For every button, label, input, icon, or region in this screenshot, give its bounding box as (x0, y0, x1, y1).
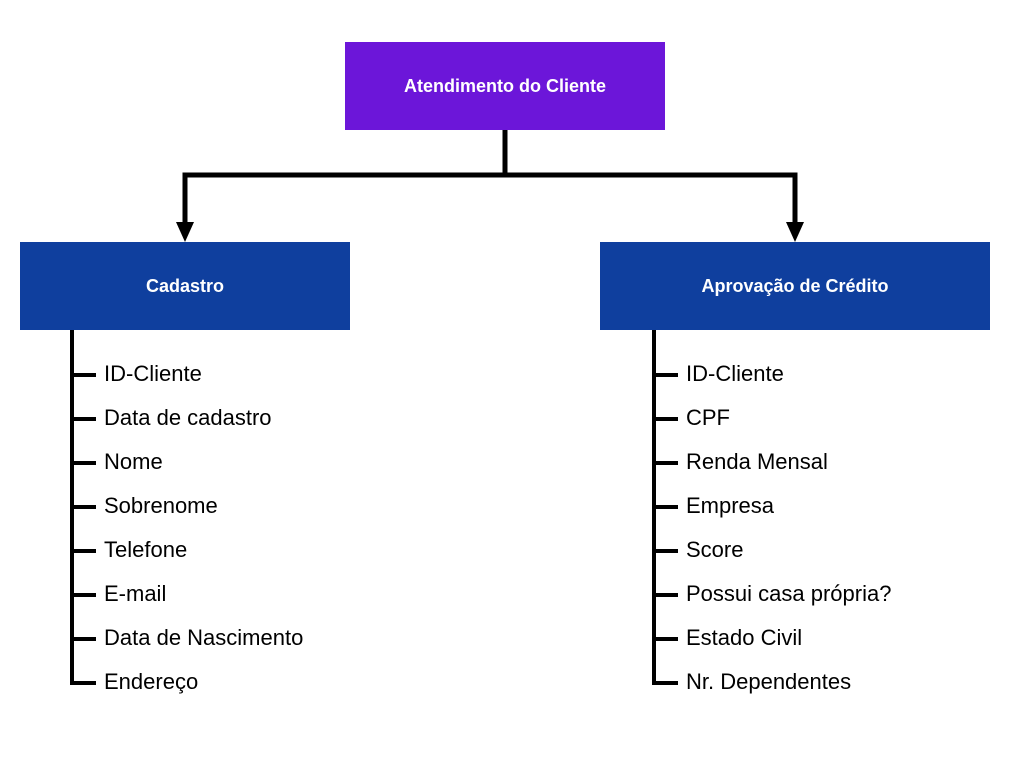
diagram-stage: Atendimento do Cliente Cadastro ID-Cliente… (0, 0, 1024, 759)
branch-node-aprovacao-label: Aprovação de Crédito (701, 276, 888, 297)
root-node: Atendimento do Cliente (345, 42, 665, 130)
attr-cadastro-5: E-mail (104, 581, 166, 607)
attr-cadastro-1: Data de cadastro (104, 405, 272, 431)
attr-aprovacao-7: Nr. Dependentes (686, 669, 851, 695)
branch-node-cadastro: Cadastro (20, 242, 350, 330)
attr-aprovacao-1: CPF (686, 405, 730, 431)
attr-aprovacao-6: Estado Civil (686, 625, 802, 651)
branch-node-cadastro-label: Cadastro (146, 276, 224, 297)
attr-cadastro-6: Data de Nascimento (104, 625, 303, 651)
attr-aprovacao-4: Score (686, 537, 743, 563)
attr-aprovacao-0: ID-Cliente (686, 361, 784, 387)
root-node-label: Atendimento do Cliente (404, 76, 606, 97)
attr-cadastro-7: Endereço (104, 669, 198, 695)
attr-cadastro-4: Telefone (104, 537, 187, 563)
branch-node-aprovacao: Aprovação de Crédito (600, 242, 990, 330)
attr-cadastro-3: Sobrenome (104, 493, 218, 519)
attr-aprovacao-3: Empresa (686, 493, 774, 519)
attr-aprovacao-5: Possui casa própria? (686, 581, 891, 607)
attr-cadastro-2: Nome (104, 449, 163, 475)
attr-aprovacao-2: Renda Mensal (686, 449, 828, 475)
attr-cadastro-0: ID-Cliente (104, 361, 202, 387)
